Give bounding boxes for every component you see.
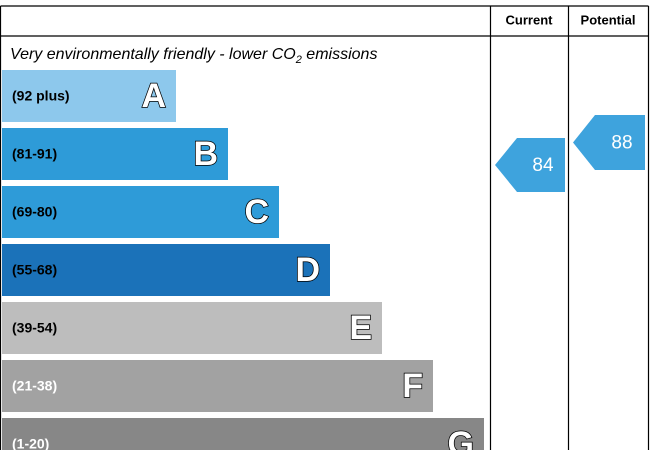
rating-arrow [495, 138, 565, 192]
subtitle-subscript: 2 [295, 54, 302, 66]
band-bar [2, 186, 279, 238]
subtitle-suffix: emissions [302, 46, 378, 63]
band-range: (69-80) [12, 204, 57, 220]
band-range: (1-20) [12, 436, 49, 450]
subtitle-text: Very environmentally friendly - lower CO [10, 46, 296, 63]
band-bar [2, 244, 330, 296]
band-bar [2, 70, 176, 122]
band-letter: D [295, 251, 320, 289]
band-letter: C [244, 193, 269, 231]
band-range: (92 plus) [12, 88, 70, 104]
rating-arrow [573, 115, 645, 170]
subtitle: Very environmentally friendly - lower CO… [10, 46, 377, 66]
band-letter: G [448, 425, 474, 450]
rating-value: 84 [532, 155, 554, 176]
band-letter: E [349, 309, 372, 347]
rating-value: 88 [611, 133, 632, 154]
band-letter: B [193, 135, 218, 173]
column-header: Potential [581, 12, 636, 27]
column-header: Current [506, 12, 554, 27]
band-bar [2, 302, 382, 354]
band-range: (55-68) [12, 262, 57, 278]
band-letter: F [402, 367, 423, 405]
band-range: (39-54) [12, 320, 57, 336]
band-bar [2, 360, 433, 412]
frame [0, 5, 650, 450]
band-range: (81-91) [12, 146, 57, 162]
band-bar [2, 128, 228, 180]
band-range: (21-38) [12, 378, 57, 394]
band-bar [2, 418, 484, 450]
band-letter: A [141, 77, 166, 115]
